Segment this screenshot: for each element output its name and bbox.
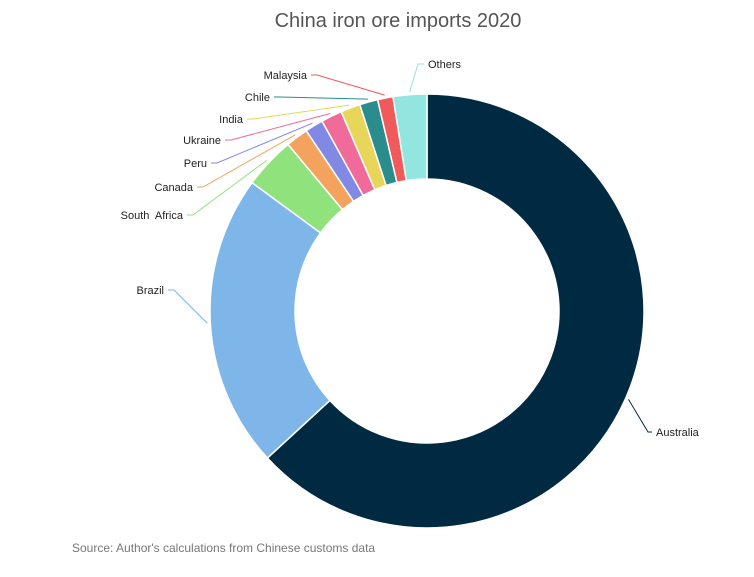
leader-line-malaysia (311, 74, 385, 96)
leader-line-others (409, 63, 424, 92)
label-india: India (219, 114, 244, 126)
label-others: Others (428, 59, 462, 71)
slice-others (392, 93, 428, 182)
chart-title: China iron ore imports 2020 (274, 10, 522, 32)
label-ukraine: Ukraine (183, 135, 221, 147)
donut-slices (209, 93, 645, 529)
leader-line-chile (274, 96, 368, 100)
label-chile: Chile (245, 92, 270, 104)
label-canada: Canada (154, 182, 193, 194)
label-brazil: Brazil (136, 285, 164, 297)
slice-labels: Australia Brazil South Africa Canada Peru Ukr… (121, 59, 700, 439)
label-malaysia: Malaysia (264, 70, 308, 82)
leader-line-brazil (168, 289, 208, 324)
leader-line-canada (197, 134, 296, 188)
source-note: Source: Author's calculations from Chine… (72, 541, 376, 555)
leader-line-south-africa (187, 159, 267, 216)
label-peru: Peru (184, 158, 207, 170)
leader-line-australia (628, 399, 652, 433)
leader-line-india (247, 104, 350, 120)
slice-brazil (209, 181, 331, 460)
label-south-africa: South Africa (121, 210, 184, 222)
leader-line-peru (211, 122, 313, 164)
label-australia: Australia (656, 427, 700, 439)
leader-line-ukraine (225, 112, 331, 141)
slice-australia (266, 93, 645, 529)
